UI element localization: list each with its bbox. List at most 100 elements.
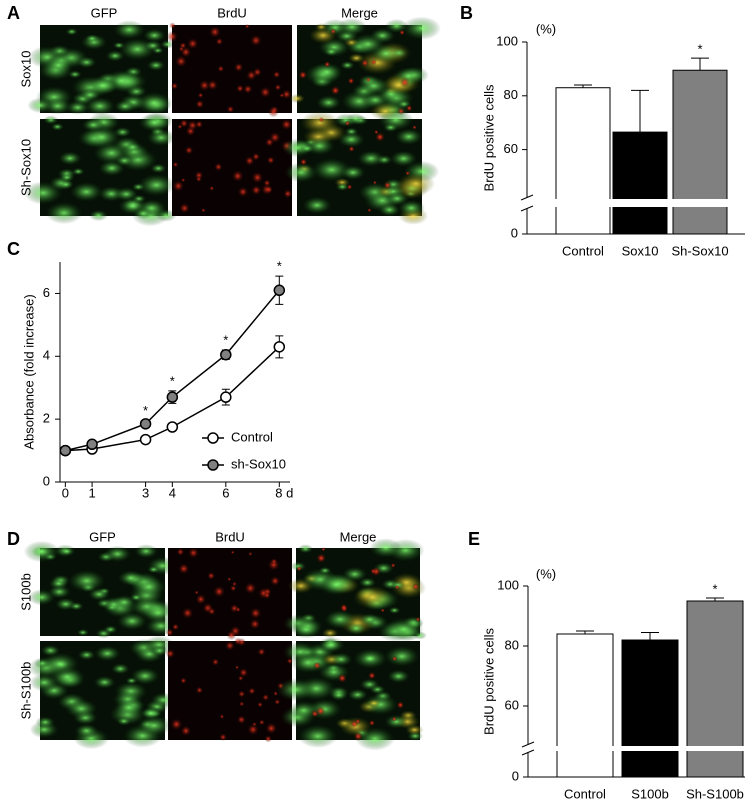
y-tick-label: 0 <box>511 225 518 240</box>
cell <box>348 53 365 63</box>
cell <box>283 189 293 199</box>
y-tick-label: 100 <box>497 577 519 592</box>
nucleus <box>318 117 325 123</box>
data-point <box>220 391 232 403</box>
cell <box>298 724 338 749</box>
image-column-label: BrdU <box>217 5 247 20</box>
annotation: * <box>712 581 717 596</box>
cell <box>146 128 176 147</box>
y-axis-label: BrdU positive cells <box>481 84 496 191</box>
cell <box>137 173 176 197</box>
nucleus <box>370 568 376 575</box>
cell <box>237 186 249 198</box>
cell <box>383 122 399 133</box>
cell <box>147 565 160 574</box>
legend-label: Control <box>231 429 273 444</box>
cell <box>250 34 262 47</box>
cell <box>197 92 204 99</box>
y-tick-label: 4 <box>43 348 50 363</box>
cell <box>235 665 240 670</box>
cell <box>68 70 82 79</box>
cell <box>125 677 138 685</box>
cell <box>265 722 278 735</box>
data-point <box>273 284 286 297</box>
cell <box>65 100 90 115</box>
cell <box>143 28 166 43</box>
cell <box>219 714 225 720</box>
cell <box>274 83 282 91</box>
y-axis-label: Absorbance (fold increase) <box>21 294 36 449</box>
cell <box>74 723 99 738</box>
y-axis-label: BrdU positive cells <box>481 628 496 735</box>
cell <box>281 89 292 100</box>
cell <box>340 165 366 181</box>
cell <box>172 161 179 168</box>
nucleus <box>380 608 385 613</box>
cell <box>136 715 172 737</box>
nucleus <box>412 125 417 130</box>
cell <box>217 65 225 73</box>
cell <box>337 18 367 36</box>
cell <box>357 150 385 167</box>
cell <box>131 576 167 598</box>
cell <box>355 727 395 751</box>
cell <box>123 141 142 153</box>
cell <box>249 607 262 619</box>
cell <box>238 690 246 698</box>
nucleus <box>347 77 355 85</box>
cell <box>188 547 199 559</box>
cell <box>289 93 305 104</box>
y-tick-label: 2 <box>43 411 50 426</box>
cell <box>43 56 74 75</box>
cell <box>195 99 205 109</box>
cell <box>344 127 359 136</box>
cell <box>165 648 175 659</box>
cell <box>359 678 380 691</box>
micrograph <box>172 25 292 113</box>
cell <box>171 82 179 90</box>
cell <box>352 585 393 610</box>
cell <box>65 28 78 36</box>
cell <box>236 84 245 93</box>
x-tick-label: 8 d <box>275 485 293 500</box>
y-tick-label: 60 <box>504 141 518 156</box>
cell <box>76 56 97 69</box>
cell <box>165 628 174 637</box>
cell <box>23 540 60 563</box>
cell <box>388 606 401 614</box>
image-column-label: BrdU <box>215 529 245 544</box>
cell <box>302 196 332 215</box>
cell <box>335 182 350 191</box>
cell <box>93 675 116 689</box>
cell <box>68 569 106 593</box>
cell <box>257 647 266 656</box>
cell <box>116 716 132 726</box>
cell <box>207 79 218 91</box>
bar <box>555 87 611 235</box>
cell <box>290 652 326 674</box>
cell <box>45 201 83 225</box>
cell <box>243 84 253 94</box>
image-column-label: GFP <box>91 5 118 20</box>
nucleus <box>390 562 396 568</box>
cell <box>116 611 148 631</box>
cell <box>103 625 118 634</box>
cell <box>113 20 146 40</box>
cell <box>140 602 176 624</box>
unit-label: (%) <box>536 566 556 581</box>
cell <box>114 99 136 113</box>
x-tick-label: Control <box>562 243 604 258</box>
cell <box>249 618 261 630</box>
cell <box>134 544 158 559</box>
image-row-label: S100b <box>18 573 33 611</box>
cell <box>211 658 220 666</box>
cell <box>230 550 235 555</box>
cell <box>251 185 262 196</box>
unit-label: (%) <box>536 21 556 36</box>
cell <box>43 115 59 125</box>
cell <box>226 630 237 641</box>
cell <box>50 122 64 131</box>
cell <box>384 714 408 729</box>
cell <box>291 620 322 639</box>
